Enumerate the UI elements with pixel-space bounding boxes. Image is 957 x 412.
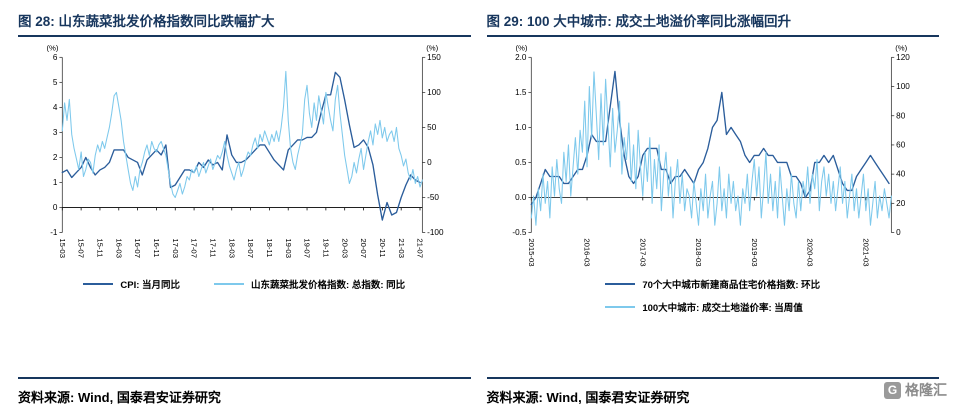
x-axis-label: 20-11	[378, 238, 387, 257]
gelonghui-logo: G 格隆汇	[884, 380, 947, 400]
legend-item-cpi: CPI: 当月同比	[83, 277, 180, 291]
left-tick-label: -1	[50, 228, 58, 237]
panel-fig28: 图 28: 山东蔬菜批发价格指数同比跌幅扩大 (%) (%) 6 5 4 3 2 1 0 -1 15…	[10, 8, 479, 406]
series-line-0	[530, 70, 890, 206]
x-axis-label: 16-07	[133, 238, 142, 258]
gelonghui-logo-icon: G	[884, 381, 901, 399]
legend-label: 70个大中城市新建商品住宅价格指数: 环比	[642, 279, 821, 291]
right-tick-label: 100	[427, 88, 441, 97]
x-axis-label: 21-03	[397, 238, 406, 258]
right-tick-label: 80	[896, 111, 906, 120]
left-tick-label: 5	[53, 78, 58, 87]
x-axis-label: 19-07	[303, 238, 312, 258]
fig29-source: 资料来源: Wind, 国泰君安证券研究	[486, 377, 939, 406]
right-tick-label: 50	[427, 123, 437, 132]
fig28-chart-area: (%) (%) 6 5 4 3 2 1 0 -1 150 100 50 0 -50 -100 15-03 15-0…	[18, 40, 471, 277]
x-axis-label: 2020-03	[805, 238, 814, 266]
legend-label: 100大中城市: 成交土地溢价率: 当周值	[642, 302, 803, 314]
fig28-title: 图 28: 山东蔬菜批发价格指数同比跌幅扩大	[18, 8, 471, 37]
legend-item-house-price-index: 70个大中城市新建商品住宅价格指数: 环比	[605, 277, 820, 291]
x-axis-label: 21-07	[416, 238, 425, 258]
left-axis-unit: (%)	[46, 44, 58, 53]
x-axis-label: 19-11	[321, 238, 330, 257]
x-axis-label: 16-03	[114, 238, 123, 258]
right-tick-label: -50	[427, 193, 439, 202]
x-axis-label: 18-03	[227, 238, 236, 258]
legend-line-swatch	[83, 282, 114, 285]
x-axis-label: 17-03	[171, 238, 180, 258]
left-tick-label: 2.0	[515, 53, 527, 62]
legend-label: 山东蔬菜批发价格指数: 总指数: 同比	[251, 279, 406, 291]
left-tick-label: 0.0	[515, 193, 527, 202]
legend-label: CPI: 当月同比	[120, 279, 181, 291]
source-text: 资料来源: Wind, 国泰君安证券研究	[18, 390, 221, 405]
right-tick-label: 0	[896, 228, 901, 237]
right-axis-unit: (%)	[426, 44, 438, 53]
left-tick-label: 1.5	[515, 88, 527, 97]
x-axis-label: 2018-03	[694, 238, 703, 266]
x-axis-label: 16-11	[152, 238, 161, 257]
left-tick-label: 6	[53, 53, 58, 62]
series-line-1	[530, 71, 892, 226]
series-line-0	[61, 71, 421, 221]
x-axis-label: 18-07	[246, 238, 255, 258]
legend-line-swatch	[605, 282, 636, 285]
x-axis-label: 15-11	[96, 238, 105, 257]
legend-item-land-premium: 100大中城市: 成交土地溢价率: 当周值	[605, 300, 803, 314]
left-tick-label: 1	[53, 178, 58, 187]
x-axis-label: 2017-03	[638, 238, 647, 266]
right-tick-label: 20	[896, 199, 906, 208]
panel-fig29: 图 29: 100 大中城市: 成交土地溢价率同比涨幅回升 (%) (%) 2.0 1…	[479, 8, 948, 406]
right-tick-label: -100	[427, 228, 444, 237]
x-axis-label: 20-03	[340, 238, 349, 258]
left-tick-label: 1.0	[515, 123, 527, 132]
left-tick-label: -0.5	[512, 228, 527, 237]
x-axis-label: 2015-03	[526, 238, 535, 266]
fig29-chart-svg: (%) (%)2.01.51.00.50.0-0.5120100806040200…	[512, 44, 910, 267]
right-tick-label: 40	[896, 170, 906, 179]
left-tick-label: 3	[53, 128, 58, 137]
x-axis-label: 20-07	[359, 238, 368, 258]
x-axis-label: 2016-03	[582, 238, 591, 266]
right-tick-label: 120	[896, 53, 910, 62]
fig29-title: 图 29: 100 大中城市: 成交土地溢价率同比涨幅回升	[486, 8, 939, 37]
right-tick-label: 0	[427, 158, 432, 167]
right-tick-label: 100	[896, 82, 910, 91]
x-axis-label: 17-11	[209, 238, 218, 257]
x-axis-label: 2021-03	[861, 238, 870, 266]
fig28-source: 资料来源: Wind, 国泰君安证券研究	[18, 377, 471, 406]
x-axis-label: 15-07	[77, 238, 86, 258]
x-axis-label: 18-11	[265, 238, 274, 257]
x-axis-label: 19-03	[284, 238, 293, 258]
left-axis-unit: (%)	[515, 44, 527, 53]
x-axis-label: 2019-03	[749, 238, 758, 266]
series-line-1	[61, 70, 423, 199]
left-tick-label: 0	[53, 203, 58, 212]
fig28-legend: CPI: 当月同比 山东蔬菜批发价格指数: 总指数: 同比	[18, 277, 471, 291]
right-axis-unit: (%)	[895, 44, 907, 53]
legend-line-swatch	[214, 282, 245, 285]
right-tick-label: 150	[427, 53, 441, 62]
left-tick-label: 4	[53, 103, 58, 112]
x-axis-label: 15-03	[58, 238, 67, 258]
legend-line-swatch	[605, 305, 636, 308]
left-tick-label: 2	[53, 153, 58, 162]
legend-item-vegetable-index: 山东蔬菜批发价格指数: 总指数: 同比	[214, 277, 405, 291]
fig29-chart-area: (%) (%) 2.0 1.5 1.0 0.5 0.0 -0.5 120 100 80 60 40 20 0…	[487, 40, 940, 277]
fig29-legend: 70个大中城市新建商品住宅价格指数: 环比 100大中城市: 成交土地溢价率: …	[605, 277, 820, 314]
left-tick-label: 0.5	[515, 158, 527, 167]
source-text: 资料来源: Wind, 国泰君安证券研究	[486, 390, 690, 405]
gelonghui-logo-text: 格隆汇	[905, 382, 947, 398]
x-axis-label: 17-07	[190, 238, 199, 258]
right-tick-label: 60	[896, 141, 906, 150]
